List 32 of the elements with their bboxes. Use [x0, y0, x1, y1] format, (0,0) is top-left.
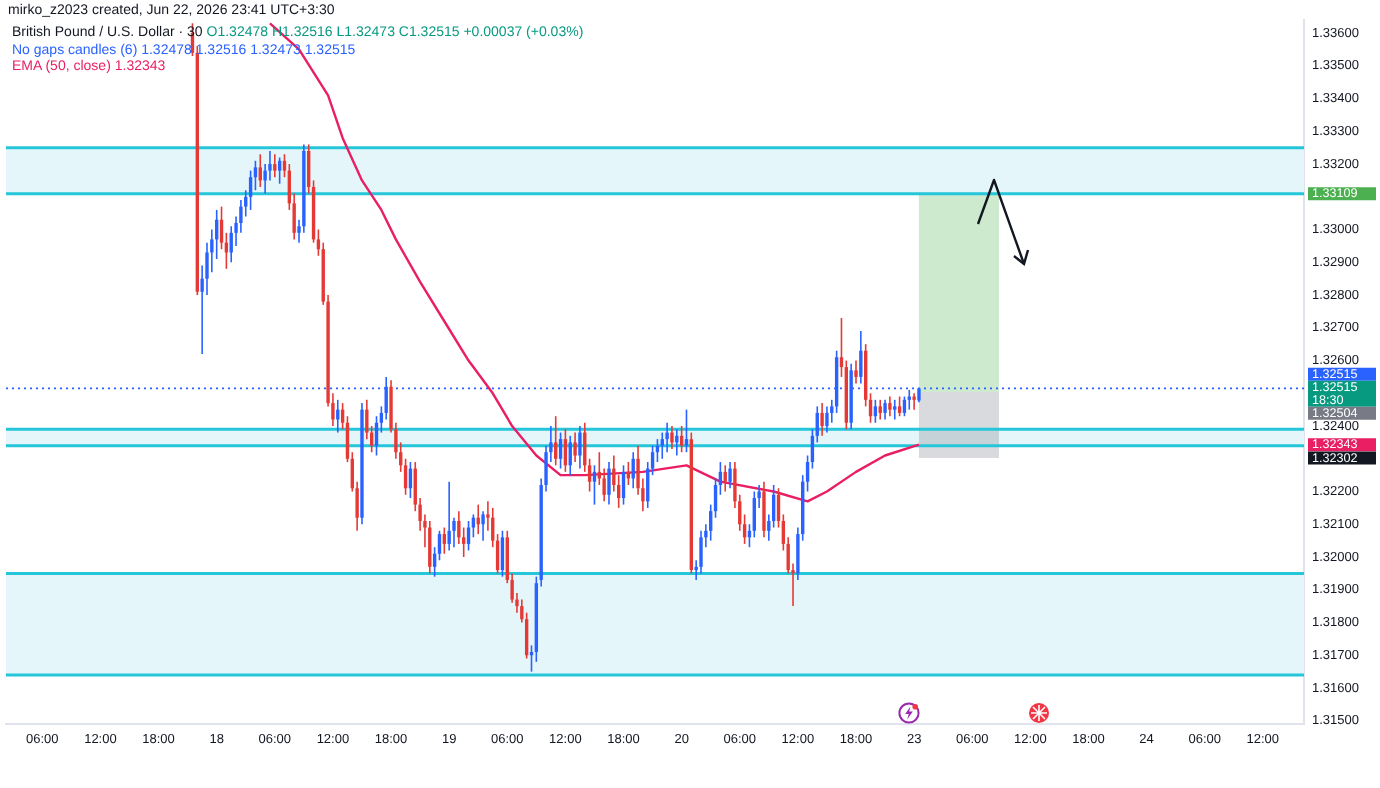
- candlestick: [481, 510, 485, 542]
- candlestick: [670, 425, 674, 450]
- candlestick: [447, 480, 451, 552]
- candlestick: [248, 169, 253, 211]
- candlestick: [723, 464, 727, 493]
- candlestick: [825, 405, 829, 434]
- candlestick: [573, 431, 577, 463]
- candlestick: [554, 415, 558, 467]
- candlestick: [607, 461, 611, 506]
- candlestick: [878, 399, 882, 421]
- candlestick: [912, 392, 916, 411]
- candlestick: [592, 464, 597, 506]
- candlestick: [728, 461, 732, 490]
- candlestick: [762, 480, 766, 539]
- candlestick: [578, 425, 582, 470]
- candlestick: [883, 399, 887, 421]
- candlestick: [897, 395, 902, 418]
- candlestick: [558, 431, 563, 470]
- candlestick: [679, 425, 684, 454]
- candlestick: [660, 431, 664, 460]
- candlestick: [873, 399, 878, 424]
- candlestick: [859, 330, 863, 385]
- candlestick: [888, 395, 892, 418]
- candlestick: [854, 359, 858, 385]
- candlestick: [277, 156, 282, 185]
- candlestick: [893, 399, 897, 421]
- candlestick: [820, 402, 824, 437]
- candlestick: [684, 408, 689, 454]
- candlestick: [442, 526, 447, 555]
- candlestick: [699, 530, 703, 575]
- candlestick: [665, 421, 669, 454]
- candlestick: [273, 153, 277, 178]
